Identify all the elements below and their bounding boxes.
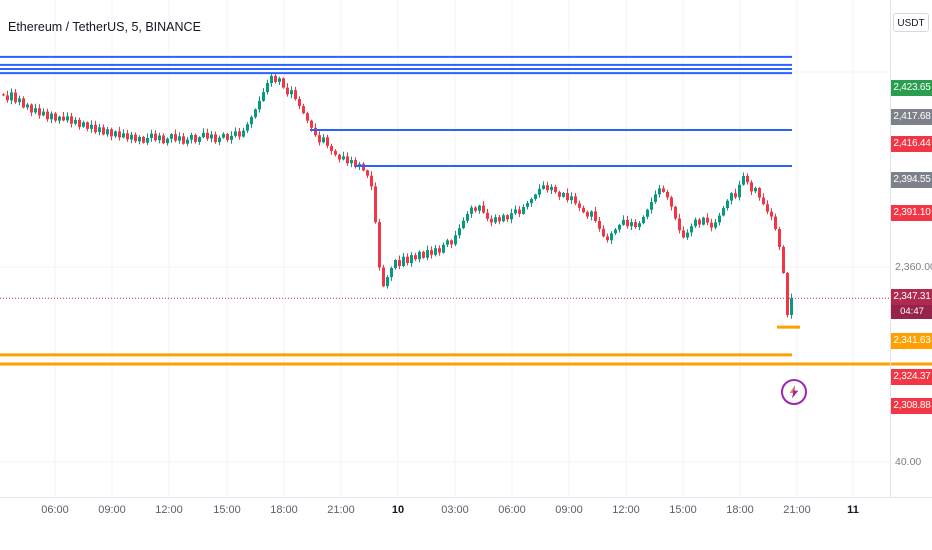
time-label: 21:00 [783,504,811,516]
price-level-label: 2,416.44 [891,136,932,152]
price-axis-tick: 40.00 [895,456,922,468]
time-axis[interactable]: 06:00 09:00 12:00 15:00 18:00 21:00 10 03:00 06:… [0,497,932,526]
price-level-label: 2,423.65 [891,80,932,96]
bar-countdown-badge: 04:47 [891,305,932,319]
time-label: 18:00 [726,504,754,516]
time-label: 12:00 [155,504,183,516]
last-price-label: 2,347.31 [891,289,932,305]
time-label: 06:00 [498,504,526,516]
time-label: 21:00 [327,504,355,516]
price-level-label: 2,391.10 [891,205,932,221]
symbol-title[interactable]: Ethereum / TetherUS, 5, BINANCE [8,20,201,34]
lightning-icon[interactable] [781,379,807,405]
time-label: 03:00 [441,504,469,516]
time-label: 15:00 [669,504,697,516]
price-axis-tick: 2,360.00 [895,261,932,273]
time-label: 15:00 [213,504,241,516]
price-level-label: 2,417.68 [891,109,932,125]
candlestick-svg[interactable] [0,0,932,497]
price-level-label: 2,394.55 [891,172,932,188]
price-level-label: 2,341.63 [891,333,932,349]
time-label: 09:00 [98,504,126,516]
date-label: 11 [847,504,859,516]
price-axis[interactable]: USDT 2,360.00 40.00 2,423.65 2,417.68 2,416.… [890,0,932,497]
price-level-label: 2,308.88 [891,398,932,414]
price-level-label: 2,324.37 [891,369,932,385]
currency-button[interactable]: USDT [893,13,929,32]
time-label: 06:00 [41,504,69,516]
time-label: 12:00 [612,504,640,516]
grid-lines [0,0,890,497]
date-label: 10 [391,504,405,516]
lightning-bolt-glyph [789,385,799,399]
time-label: 18:00 [270,504,298,516]
time-label: 09:00 [555,504,583,516]
level-lines [0,55,932,366]
